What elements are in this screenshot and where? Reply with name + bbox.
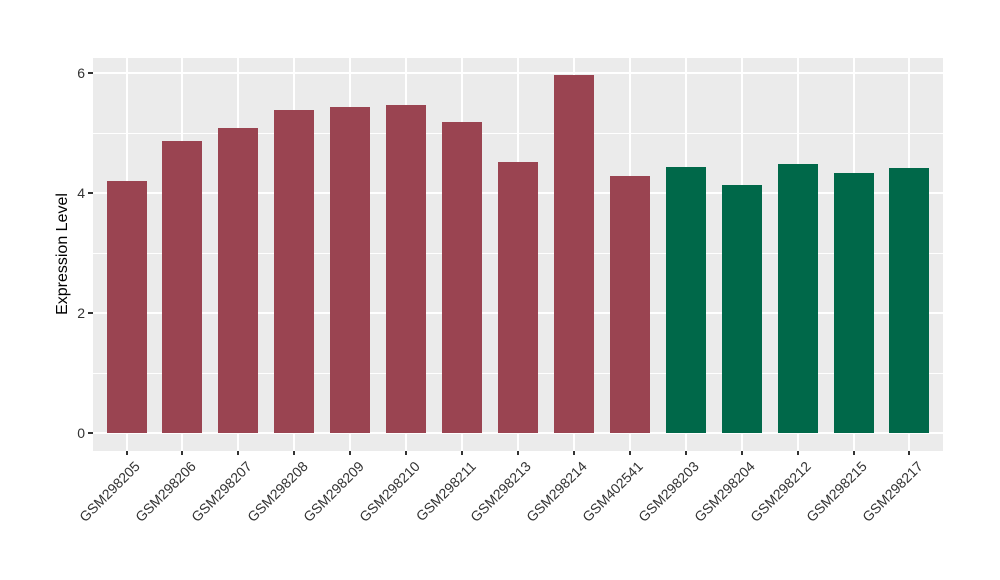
y-tick-0 — [88, 432, 93, 434]
x-tick-GSM298207 — [237, 451, 240, 455]
plot-panel — [93, 58, 943, 451]
bar-GSM298203 — [666, 167, 706, 433]
bar-GSM402541 — [610, 176, 650, 433]
bar-GSM298210 — [386, 105, 426, 433]
x-tick-GSM298210 — [405, 451, 408, 455]
bar-GSM298214 — [554, 75, 594, 433]
x-tick-GSM298208 — [293, 451, 296, 455]
x-tick-GSM298215 — [852, 451, 855, 455]
bar-GSM298215 — [834, 173, 874, 433]
y-tick-4 — [88, 192, 93, 194]
y-tick-label-2: 2 — [77, 305, 85, 321]
bar-GSM298206 — [162, 141, 202, 433]
bar-GSM298213 — [498, 162, 538, 433]
x-tick-GSM298211 — [461, 451, 464, 455]
y-tick-label-0: 0 — [77, 425, 85, 441]
x-tick-GSM402541 — [628, 451, 631, 455]
x-tick-GSM298212 — [796, 451, 799, 455]
y-tick-6 — [88, 72, 93, 74]
bar-GSM298211 — [442, 122, 482, 433]
x-tick-GSM298217 — [908, 451, 911, 455]
bar-GSM298207 — [218, 128, 258, 433]
x-tick-GSM298204 — [740, 451, 743, 455]
x-tick-GSM298205 — [125, 451, 128, 455]
x-tick-GSM298213 — [517, 451, 519, 455]
y-tick-label-4: 4 — [77, 185, 85, 201]
bar-GSM298212 — [778, 164, 818, 433]
x-tick-GSM298203 — [684, 451, 687, 455]
bar-GSM298204 — [722, 185, 762, 433]
bar-GSM298208 — [274, 110, 314, 433]
bar-GSM298209 — [330, 107, 370, 433]
x-tick-GSM298206 — [181, 451, 184, 455]
x-tick-GSM298214 — [572, 451, 575, 455]
bar-GSM298205 — [107, 181, 147, 433]
y-tick-2 — [88, 312, 93, 314]
y-tick-label-6: 6 — [77, 65, 85, 81]
x-tick-GSM298209 — [349, 451, 352, 455]
y-axis-title: Expression Level — [54, 193, 71, 315]
bar-GSM298217 — [889, 168, 929, 433]
